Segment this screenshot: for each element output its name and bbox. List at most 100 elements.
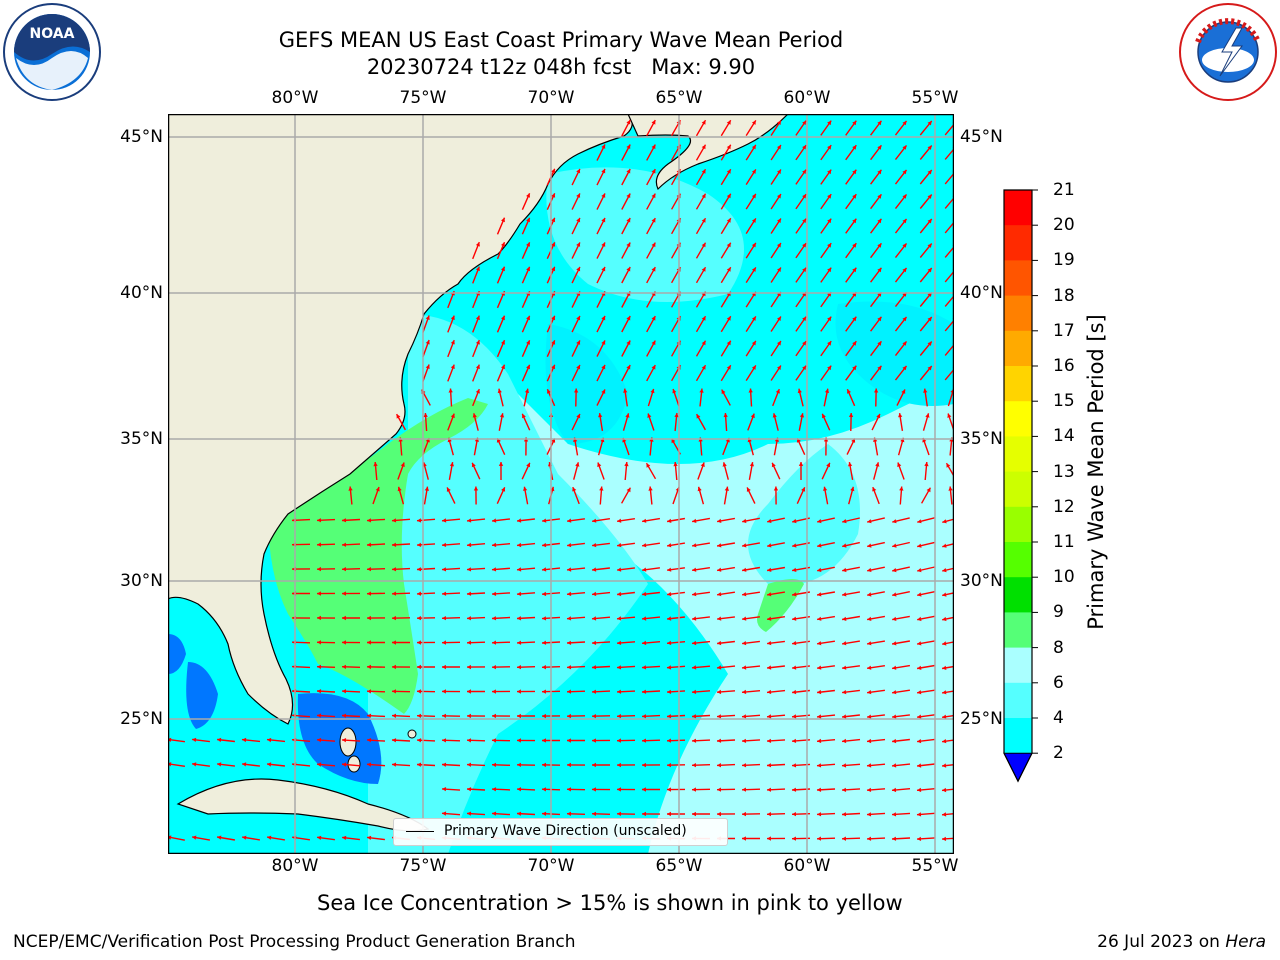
- bahamas-island: [407, 729, 417, 739]
- wave-arrow-head: [592, 518, 597, 523]
- wave-arrow-head: [592, 787, 596, 792]
- graticule: [168, 114, 954, 854]
- wave-arrow-head: [742, 641, 747, 646]
- wave-arrow-head: [667, 787, 671, 792]
- wave-arrow-head: [542, 713, 546, 719]
- colorbar-tick: 14: [1053, 426, 1075, 447]
- wave-arrow-head: [817, 787, 822, 792]
- wave-arrow-head: [642, 543, 647, 548]
- wave-arrow-head: [767, 518, 772, 524]
- wave-arrow-head: [497, 388, 502, 394]
- wave-arrow-head: [892, 812, 897, 817]
- wave-arrow-head: [773, 486, 779, 491]
- wave-arrow-head: [802, 341, 807, 346]
- wave-arrow-head: [892, 738, 897, 744]
- wave-arrow-head: [802, 169, 807, 174]
- wave-arrow-head: [717, 714, 722, 719]
- wave-arrow-head: [501, 315, 505, 321]
- wave-arrow-head: [425, 340, 430, 345]
- wave-arrow-head: [317, 615, 321, 621]
- wave-arrow-head: [902, 267, 907, 273]
- wave-arrow-head: [748, 388, 753, 393]
- wave-arrow-head: [692, 714, 697, 719]
- wave-arrow-head: [901, 389, 906, 394]
- wave-arrow-head: [751, 218, 756, 223]
- wave-arrow-head: [767, 714, 772, 719]
- wave-arrow-head: [567, 713, 571, 719]
- wave-arrow-head: [601, 217, 606, 223]
- wave-arrow-head: [726, 242, 731, 248]
- wave-arrow-head: [526, 462, 531, 468]
- wave-arrow-head: [751, 144, 756, 150]
- wave-arrow-head: [867, 592, 872, 597]
- wave-arrow-head: [601, 242, 606, 247]
- wave-arrow-head: [767, 836, 771, 841]
- wave-arrow-head: [642, 787, 646, 792]
- wave-arrow-head: [742, 665, 747, 670]
- lon-tick-bottom: 80°W: [271, 856, 319, 876]
- wave-arrow-head: [267, 737, 272, 743]
- colorbar-tick: 2: [1053, 743, 1064, 764]
- wave-arrow-head: [342, 713, 347, 718]
- wave-arrow-head: [651, 242, 656, 248]
- bahamas-island: [339, 727, 357, 757]
- wave-arrow-head: [342, 738, 347, 743]
- wave-arrow-head: [342, 835, 347, 840]
- wave-arrow-head: [892, 543, 897, 548]
- wave-arrow-head: [471, 462, 476, 468]
- wave-arrow-head: [892, 665, 897, 670]
- wave-arrow-head: [342, 615, 346, 621]
- wave-arrow-head: [777, 218, 781, 223]
- wave-arrow-head: [701, 218, 706, 223]
- wave-arrow-head: [217, 737, 222, 743]
- wave-arrow-head: [400, 462, 405, 467]
- wave-arrow-head: [392, 640, 396, 645]
- colorbar-tick: 8: [1053, 637, 1064, 658]
- wave-arrow-head: [742, 689, 747, 695]
- wave-arrow-head: [542, 811, 547, 816]
- wave-arrow-head: [917, 665, 922, 670]
- wave-arrow-head: [342, 762, 347, 767]
- wave-arrow-head: [817, 714, 822, 719]
- wave-arrow-head: [817, 665, 822, 670]
- wave-arrow-head: [877, 243, 882, 248]
- lat-tick-left: 35°N: [120, 429, 163, 449]
- wave-arrow-head: [892, 641, 897, 646]
- wave-arrow-head: [717, 665, 722, 670]
- wave-arrow-head: [667, 738, 671, 743]
- wave-arrow-head: [576, 168, 581, 174]
- wave-arrow-head: [417, 567, 422, 572]
- wave-arrow-head: [526, 266, 530, 272]
- colorbar-extend-arrow: [1003, 752, 1033, 783]
- wave-arrow-head: [842, 543, 847, 548]
- wave-arrow-head: [792, 665, 797, 670]
- wave-arrow-head: [717, 616, 722, 621]
- lat-tick-right: 30°N: [960, 571, 1003, 591]
- wave-arrow-head: [392, 762, 397, 767]
- period-band-7-8: [546, 167, 744, 302]
- colorbar-tick: 11: [1053, 532, 1075, 552]
- wave-arrow-head: [927, 317, 932, 322]
- wave-arrow-head: [242, 762, 247, 767]
- wave-arrow-head: [601, 144, 606, 149]
- wave-arrow-head: [442, 689, 446, 694]
- wave-arrow-head: [423, 413, 428, 418]
- wave-arrow-head: [567, 591, 572, 597]
- wave-arrow-head: [767, 812, 771, 817]
- wave-arrow-head: [802, 316, 807, 321]
- wave-arrow-head: [542, 689, 546, 694]
- wave-arrow-head: [692, 592, 697, 597]
- wave-arrow-head: [942, 763, 947, 768]
- wave-arrow-head: [623, 388, 628, 393]
- wave-arrow-head: [442, 811, 447, 816]
- footer-date: 26 Jul 2023 on Hera: [1097, 932, 1266, 952]
- wave-arrow-head: [767, 543, 772, 548]
- lat-tick-left: 30°N: [120, 571, 163, 591]
- wave-arrow-head: [342, 518, 347, 523]
- wave-arrow-head: [642, 811, 646, 817]
- wave-arrow-head: [601, 266, 606, 272]
- wave-arrow-head: [902, 145, 907, 150]
- wave-arrow-head: [852, 243, 857, 248]
- wave-arrow-head: [601, 340, 606, 345]
- wave-arrow-head: [726, 365, 731, 370]
